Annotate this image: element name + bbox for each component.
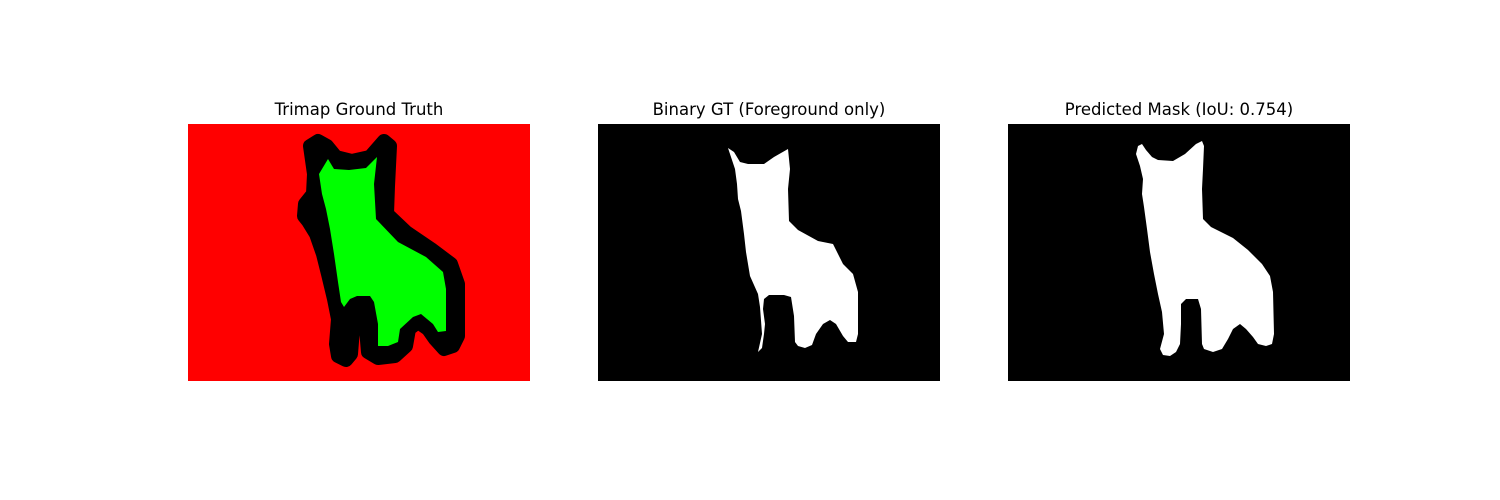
binary-gt-title: Binary GT (Foreground only) — [652, 100, 886, 119]
binary-gt-foreground-mask — [728, 148, 858, 352]
trimap-image — [188, 124, 530, 381]
predicted-mask-image — [1008, 124, 1350, 381]
predicted-mask-title: Predicted Mask (IoU: 0.754) — [1064, 100, 1294, 119]
trimap-foreground-region — [319, 157, 446, 346]
predicted-mask-foreground — [1136, 141, 1274, 356]
trimap-title: Trimap Ground Truth — [274, 100, 444, 119]
binary-gt-image — [598, 124, 940, 381]
